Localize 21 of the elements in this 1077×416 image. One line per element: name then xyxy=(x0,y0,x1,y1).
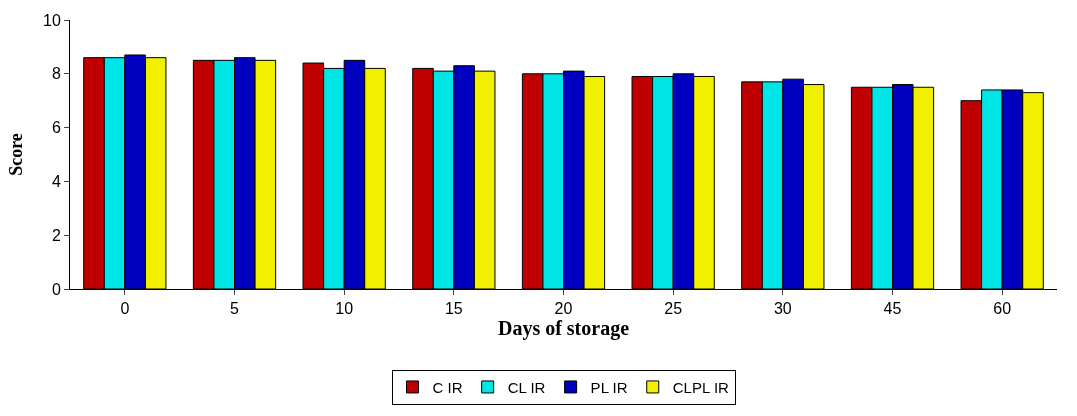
x-tick-label: 10 xyxy=(335,300,354,318)
legend-label: PL IR xyxy=(590,378,628,396)
y-tick-label: 8 xyxy=(51,65,61,83)
legend-label: CL IR xyxy=(507,378,546,396)
x-tick-label: 45 xyxy=(883,300,902,318)
x-tick-label: 30 xyxy=(773,300,792,318)
y-tick-label: 4 xyxy=(51,173,61,190)
x-tick-label: 20 xyxy=(554,300,573,318)
x-tick-label: 15 xyxy=(444,300,463,318)
y-tick-label: 0 xyxy=(51,280,61,298)
y-tick-label: 6 xyxy=(51,119,61,137)
x-axis-title: Days of storage xyxy=(497,317,630,341)
x-tick-label: 60 xyxy=(993,300,1012,318)
x-tick-label: 0 xyxy=(120,300,130,318)
y-tick-label: 10 xyxy=(43,11,61,29)
x-tick-label: 25 xyxy=(664,300,683,318)
x-tick-label: 5 xyxy=(230,300,240,318)
legend-label: C IR xyxy=(432,378,463,396)
y-tick-label: 2 xyxy=(51,226,61,244)
legend-label: CLPL IR xyxy=(672,378,730,396)
y-axis-title: Score xyxy=(6,133,27,176)
